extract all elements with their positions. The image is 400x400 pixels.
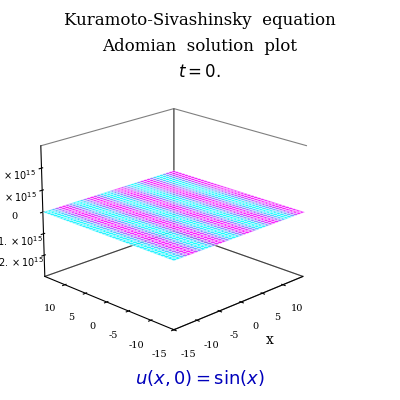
Text: Adomian  solution  plot: Adomian solution plot [102, 38, 298, 55]
Text: $u(x,0)=\sin(x)$: $u(x,0)=\sin(x)$ [135, 368, 265, 388]
Text: Kuramoto-Sivashinsky  equation: Kuramoto-Sivashinsky equation [64, 12, 336, 29]
Text: $t=0.$: $t=0.$ [178, 64, 222, 81]
X-axis label: x: x [266, 333, 273, 347]
